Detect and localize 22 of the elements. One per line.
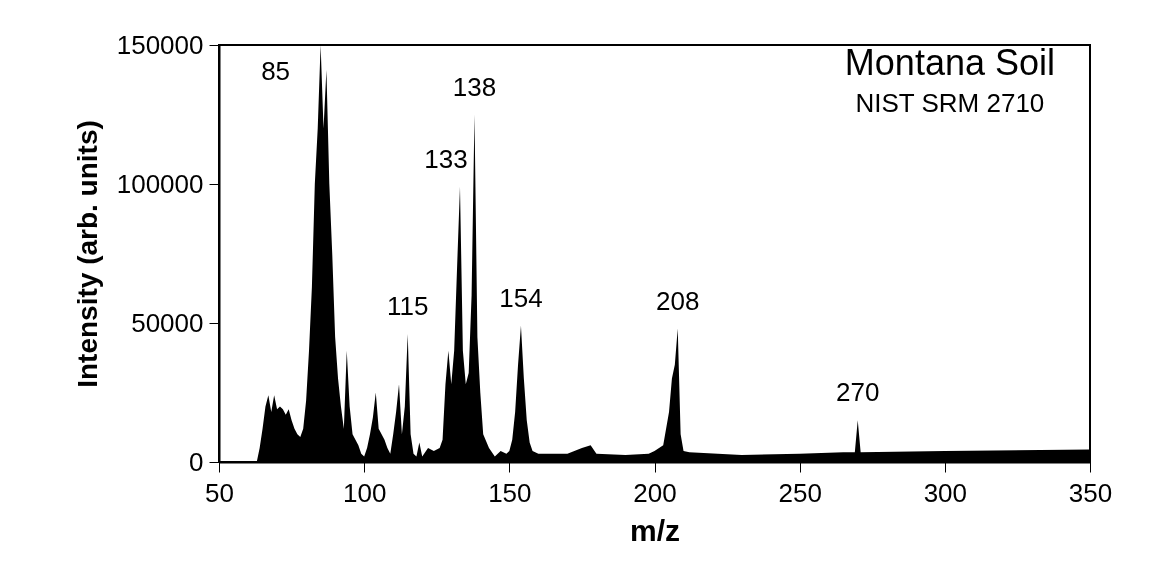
x-tick-label: 300 [923, 477, 968, 508]
annotation: 154 [499, 282, 543, 313]
x-tick-label: 200 [633, 477, 677, 508]
annotation: 115 [386, 291, 429, 322]
annotation: 208 [656, 285, 700, 316]
text: NIST SRM 2710 [854, 88, 1046, 119]
x-tick-label: 350 [1068, 477, 1113, 508]
chart-title: Montana Soil [844, 42, 1055, 84]
x-tick-label: 100 [342, 477, 387, 508]
annotation: 85 [261, 56, 291, 86]
annotation: 138 [452, 71, 497, 102]
y-tick-label: 150000 [116, 29, 204, 60]
x-tick-label: 50 [205, 477, 234, 508]
y-tick-label: 0 [189, 446, 204, 477]
y-tick-label: 50000 [131, 307, 204, 338]
annotation: 133 [424, 143, 468, 174]
y-tick-label: 100000 [116, 168, 204, 199]
y-axis-title: Intensity (arb. units) [71, 120, 103, 388]
annotation: 270 [836, 377, 880, 408]
x-tick-label: 150 [488, 477, 532, 508]
x-tick-label: 250 [778, 477, 822, 508]
x-axis-title: m/z [629, 513, 681, 547]
